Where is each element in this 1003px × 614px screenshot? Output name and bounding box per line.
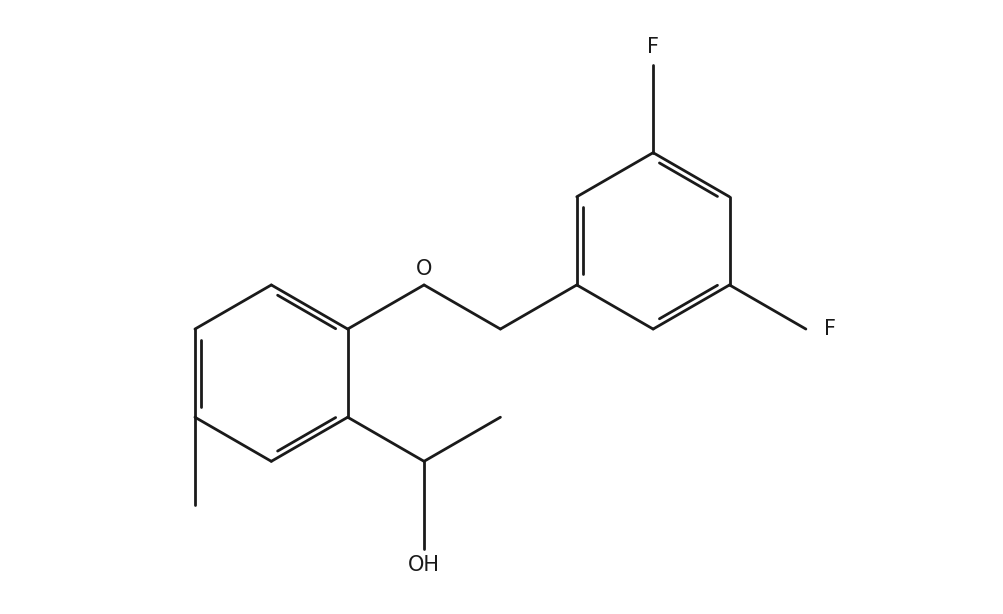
Text: F: F <box>647 37 659 57</box>
Text: OH: OH <box>407 556 439 575</box>
Text: O: O <box>415 259 432 279</box>
Text: F: F <box>822 319 834 339</box>
